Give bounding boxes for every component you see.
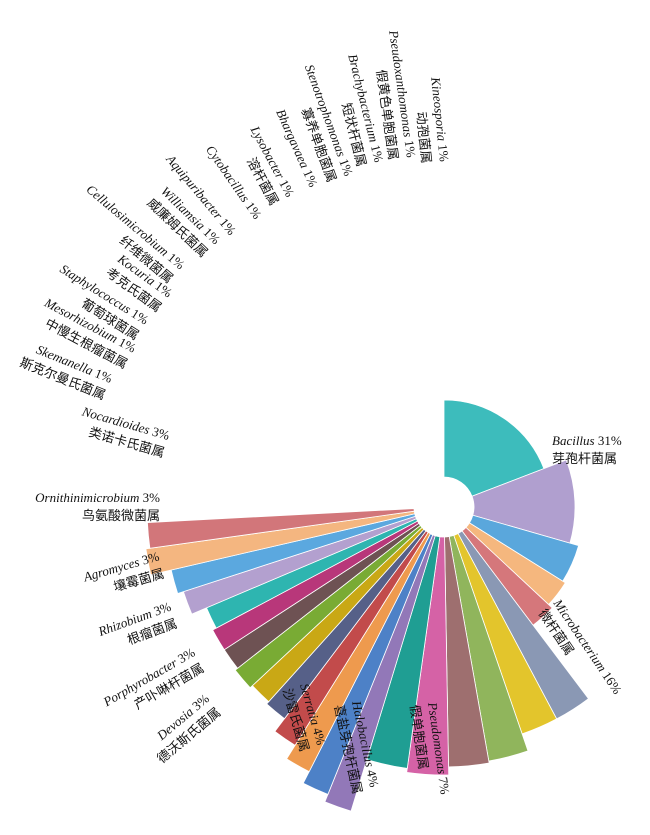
slice-label-kineosporia: Kineosporia 1%动孢菌属	[414, 75, 452, 164]
slice-label-genus: Kineosporia 1%	[428, 75, 452, 162]
slice-label-genus: Ornithinimicrobium 3%	[35, 490, 160, 505]
pie-slice-kineosporia	[146, 508, 415, 549]
slice-label-agromyces: Agromyces 3%壤霉菌属	[81, 548, 166, 594]
chart-hole	[414, 477, 474, 537]
slice-label-bacillus: Bacillus 31% 芽孢杆菌属	[552, 433, 622, 466]
slice-label-genus: Bacillus 31%	[552, 433, 622, 448]
pie-slice-bacillus	[443, 399, 545, 497]
slice-label-rhizobium: Rhizobium 3%根瘤菌属	[95, 599, 179, 648]
slice-label-cn: 鸟氨酸微菌属	[82, 508, 160, 523]
slice-label-cn: 芽孢杆菌属	[552, 451, 617, 466]
slice-label-nocardioides: Nocardioides 3%类诺卡氏菌属	[80, 403, 172, 460]
slice-group	[145, 399, 590, 812]
slice-label-ornithinimicrobium: Ornithinimicrobium 3% 鸟氨酸微菌属	[35, 490, 160, 523]
slice-label-cn: 动孢菌属	[414, 111, 434, 164]
